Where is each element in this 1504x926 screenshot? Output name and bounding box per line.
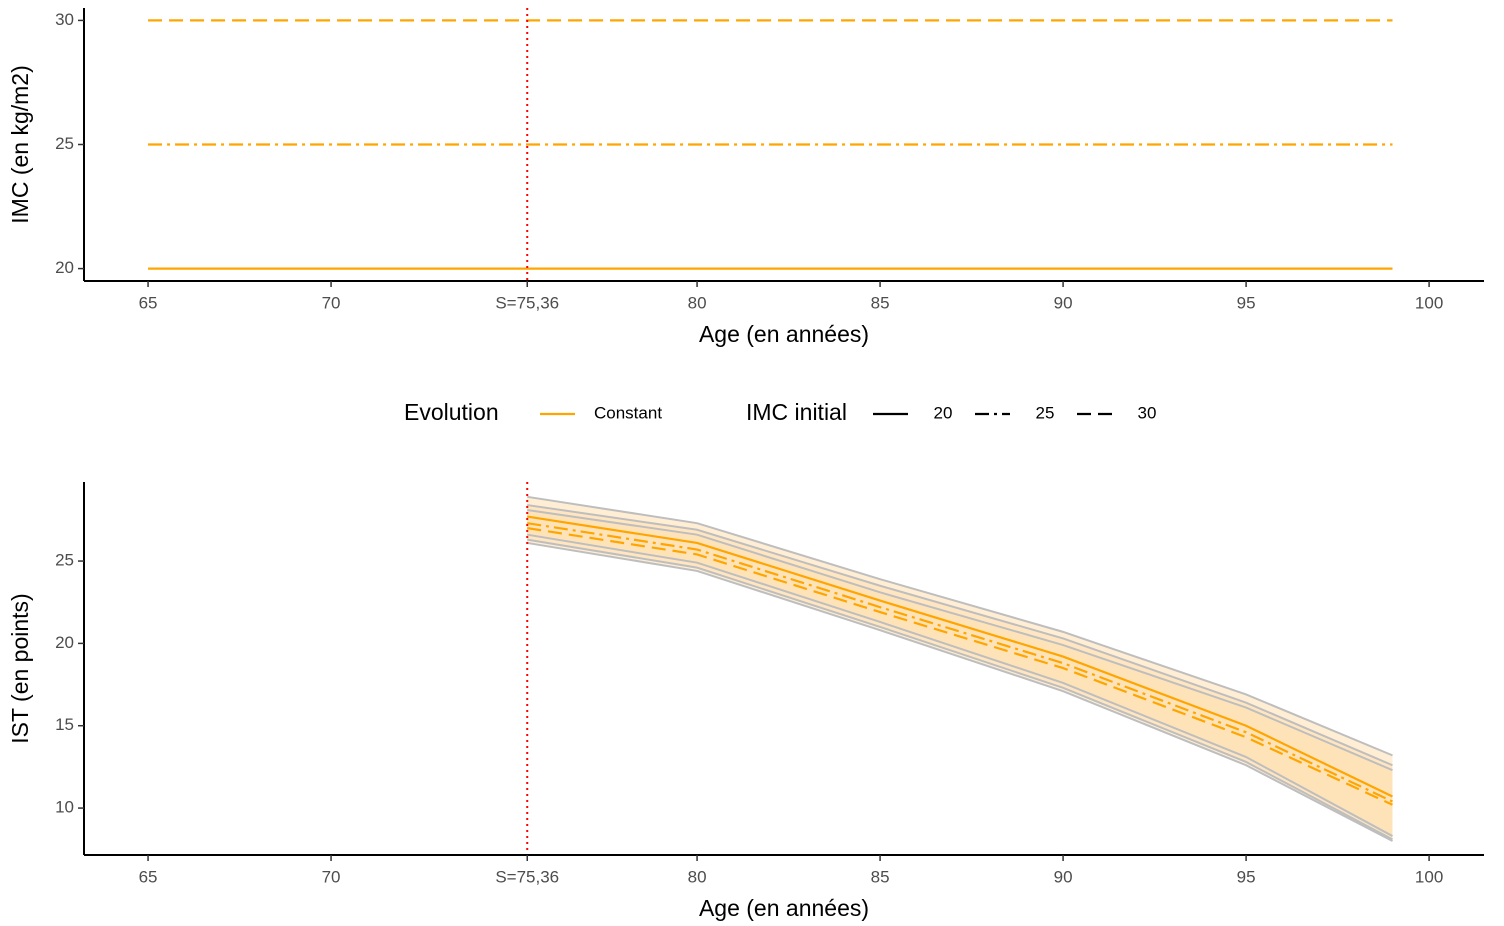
y-tick-label: 20 [55,258,74,277]
x-tick-label: S=75,36 [495,293,559,312]
y-tick-label: 10 [55,798,74,817]
legend-label: 25 [1036,403,1055,422]
x-tick-label: 70 [322,293,341,312]
x-tick-label: 85 [871,293,890,312]
y-axis-title: IMC (en kg/m2) [7,65,33,223]
band-edge [527,495,1393,757]
y-tick-label: 25 [55,134,74,153]
x-tick-label: 90 [1054,867,1073,886]
x-tick-label: 80 [688,867,707,886]
x-tick-label: 85 [871,867,890,886]
x-tick-label: 70 [322,867,341,886]
y-tick-label: 25 [55,551,74,570]
x-axis-title: Age (en années) [699,321,869,347]
data-line [527,527,1393,806]
x-tick-label: 65 [139,293,158,312]
x-tick-label: 100 [1415,293,1443,312]
legend-label: Constant [594,403,662,422]
band-edge [527,538,1393,841]
band-edge [527,533,1393,837]
x-tick-label: S=75,36 [495,867,559,886]
band-edge [527,509,1393,772]
legend-label: 30 [1138,403,1157,422]
legend-label: 20 [934,403,953,422]
data-line [527,515,1393,798]
y-tick-label: 20 [55,633,74,652]
band-edge [527,504,1393,767]
x-tick-label: 95 [1237,293,1256,312]
y-tick-label: 15 [55,715,74,734]
x-tick-label: 90 [1054,293,1073,312]
y-axis-title: IST (en points) [7,593,33,743]
y-tick-label: 30 [55,10,74,29]
data-line [527,522,1393,803]
x-axis-title: Age (en années) [699,895,869,921]
x-tick-label: 65 [139,867,158,886]
legend-title: Evolution [404,399,499,425]
x-tick-label: 80 [688,293,707,312]
legend-title: IMC initial [746,399,847,425]
x-tick-label: 95 [1237,867,1256,886]
band-edge [527,541,1393,842]
x-tick-label: 100 [1415,867,1443,886]
confidence-band [527,509,1393,842]
